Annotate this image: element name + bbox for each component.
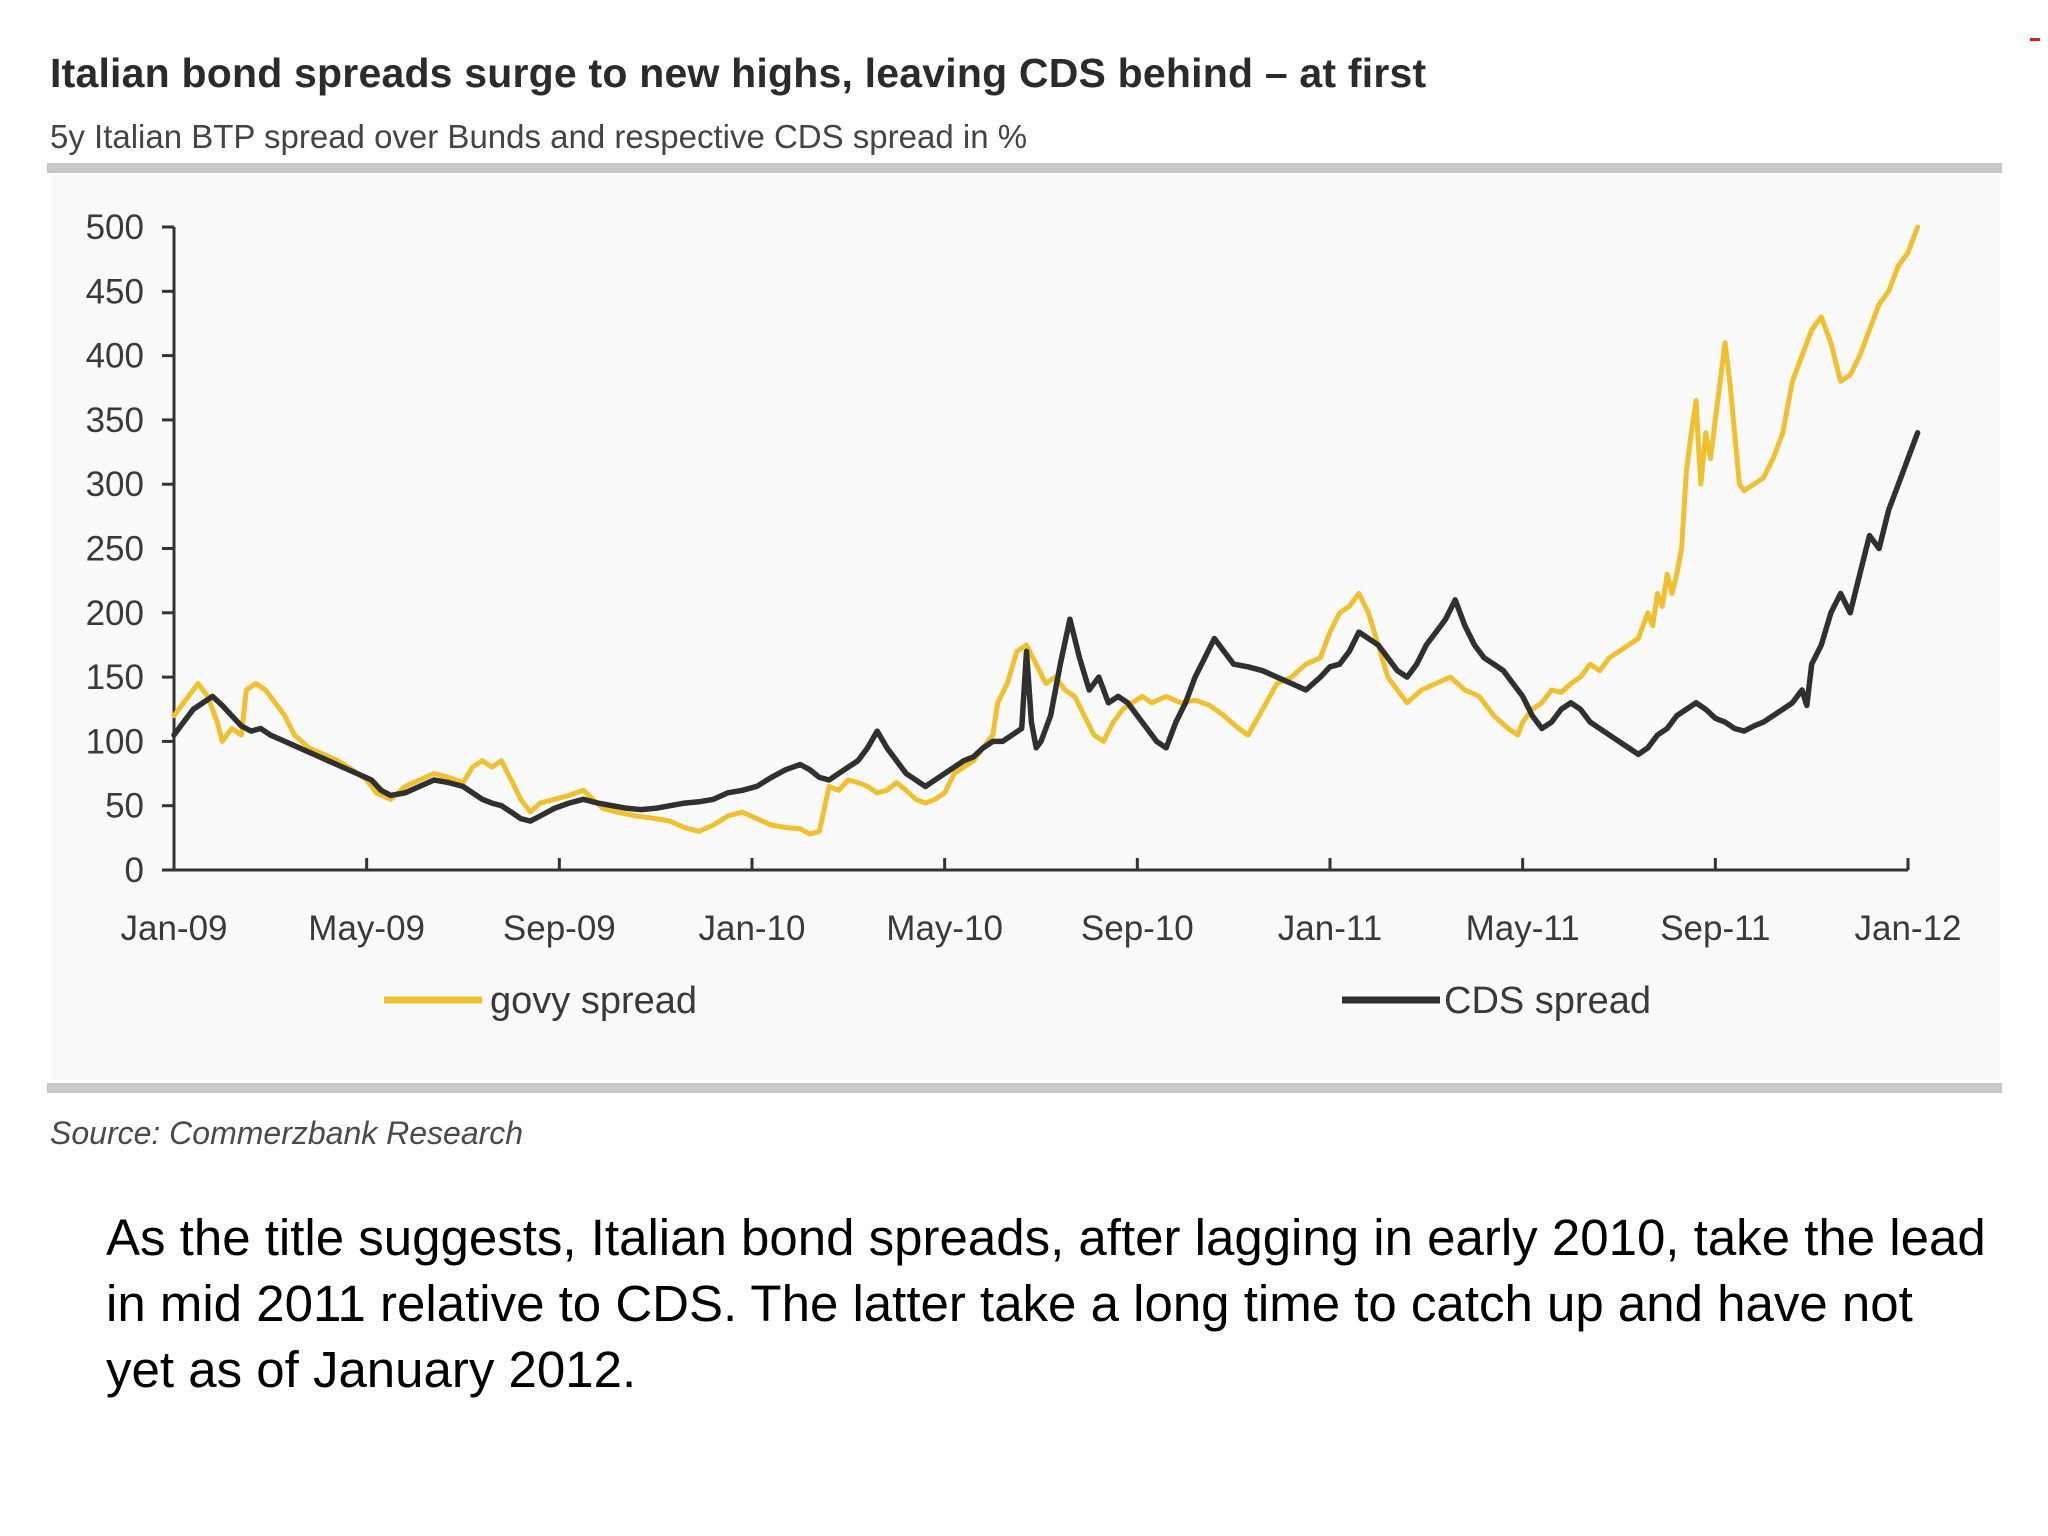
legend: govy spread CDS spread [384,980,1651,1022]
bottom-rule [47,1083,2002,1093]
x-tick-label: May-09 [308,909,425,948]
x-tick-label: Jan-12 [1854,909,1961,948]
line-chart: 0 50 100 150 200 250 300 350 400 450 500 Jan-09 May… [86,208,1962,1022]
x-tick-label: May-11 [1466,909,1580,948]
x-tick-label: Sep-09 [503,909,616,948]
chart-subtitle: 5y Italian BTP spread over Bunds and res… [50,118,1028,155]
y-tick-label: 450 [86,272,144,311]
series-line-govy-spread [171,224,1921,837]
y-tick-label: 500 [86,208,144,247]
x-tick-label: Jan-11 [1278,909,1382,948]
plot-background [52,175,2000,1080]
legend-label-cds-spread: CDS spread [1444,980,1651,1022]
x-tick-label: Jan-09 [120,909,227,948]
y-tick-label: 100 [86,722,144,761]
y-tick-label: 150 [86,658,144,697]
y-tick-label: 400 [86,337,144,376]
legend-label-govy-spread: govy spread [490,980,697,1022]
y-tick-label: 50 [105,787,144,826]
x-tick-label: Sep-10 [1081,909,1194,948]
corner-mark [2030,38,2040,41]
y-tick-label: 350 [86,401,144,440]
y-tick-label: 250 [86,530,144,569]
x-tick-label: Sep-11 [1660,909,1770,948]
x-tick-label: Jan-10 [698,909,805,948]
y-tick-label: 0 [125,851,144,890]
top-rule [47,163,2002,173]
chart-title: Italian bond spreads surge to new highs,… [50,50,1427,96]
series-lines [171,224,1921,837]
y-tick-label: 200 [86,594,144,633]
y-axis: 0 50 100 150 200 250 300 350 400 450 500 [86,208,176,890]
caption-text: As the title suggests, Italian bond spre… [106,1209,1986,1398]
x-tick-label: May-10 [886,909,1003,948]
y-tick-label: 300 [86,465,144,504]
series-line-cds-spread [171,430,1921,824]
source-note: Source: Commerzbank Research [50,1115,524,1151]
x-axis: Jan-09 May-09 Sep-09 Jan-10 May-10 Sep-10 Jan-… [120,858,1962,948]
